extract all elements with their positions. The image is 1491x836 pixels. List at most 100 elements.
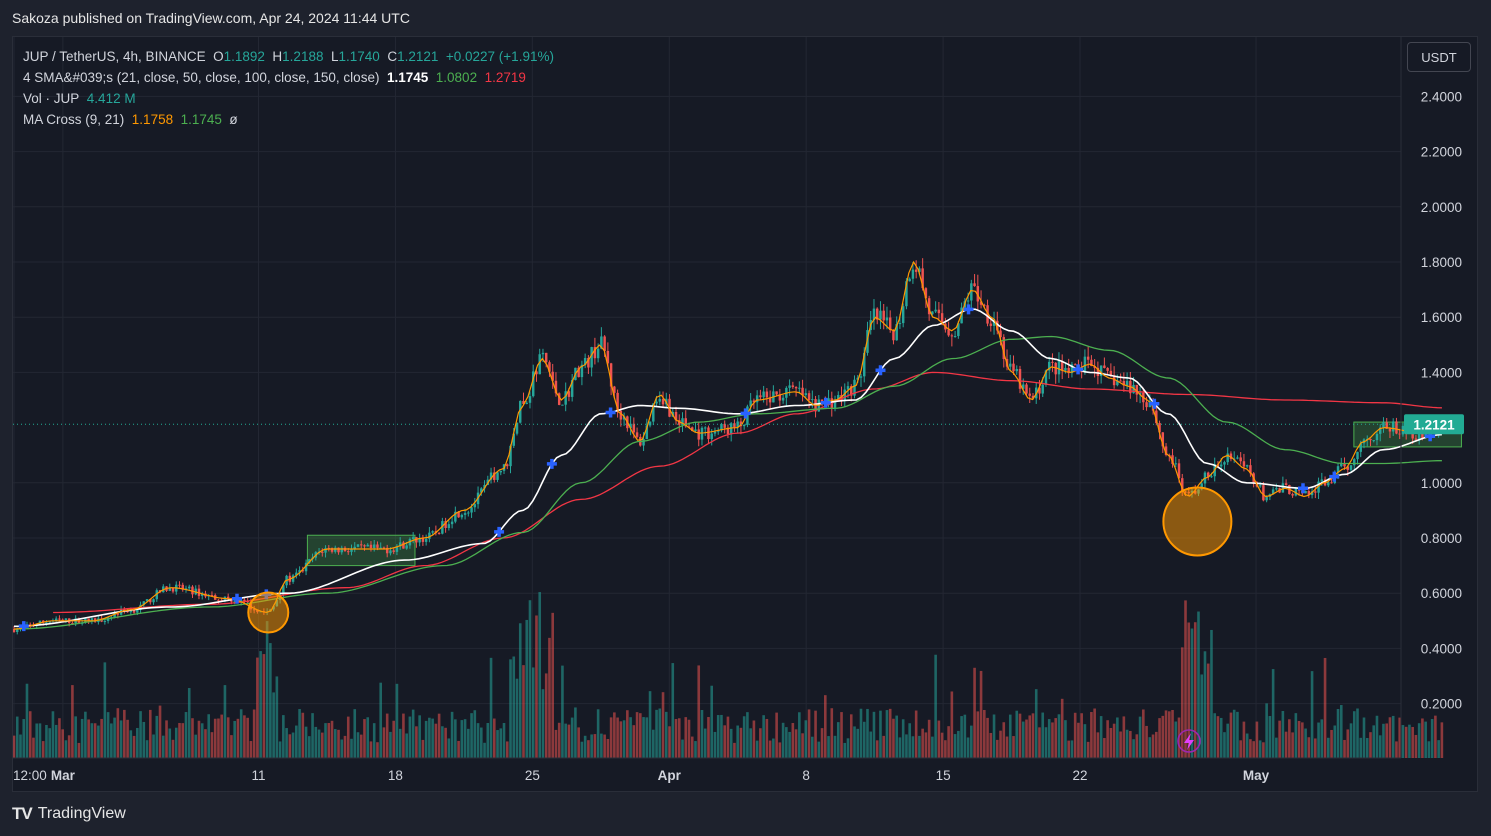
volume-bar: [473, 710, 477, 758]
candle-body: [1314, 491, 1317, 493]
volume-bar: [736, 725, 739, 758]
volume-bar: [905, 734, 908, 758]
volume-bar: [1012, 736, 1015, 758]
volume-bar: [1349, 723, 1353, 758]
volume-bar: [801, 733, 804, 758]
candle-body: [395, 546, 399, 552]
candle-body: [1343, 463, 1346, 467]
volume-bar: [1151, 734, 1155, 758]
candle-body: [535, 371, 538, 375]
volume-bar: [1281, 710, 1285, 758]
candle-body: [519, 401, 522, 423]
volume-bar: [557, 722, 561, 758]
volume-bar: [129, 730, 133, 758]
legend-macross-label: MA Cross (9, 21): [23, 112, 125, 127]
volume-bar: [849, 714, 853, 758]
volume-bar: [1375, 715, 1379, 758]
volume-bar: [927, 719, 931, 758]
volume-bar: [551, 612, 554, 758]
volume-bar: [265, 621, 269, 758]
footer-brand[interactable]: TV TradingView: [12, 804, 126, 824]
volume-bar: [337, 729, 340, 758]
volume-bar: [1395, 741, 1398, 758]
candle-body: [1385, 422, 1388, 429]
volume-bar: [431, 718, 434, 758]
volume-bar: [483, 742, 486, 758]
legend-symbol[interactable]: JUP / TetherUS, 4h, BINANCE: [23, 49, 206, 64]
volume-bar: [992, 714, 996, 758]
volume-bar: [119, 720, 123, 758]
volume-bar: [90, 723, 94, 758]
volume-bar: [739, 727, 743, 758]
price-chart[interactable]: 2.4000 2.2000 2.0000 1.8000 1.6000 1.4000 1.00…: [13, 37, 1479, 793]
candle-body: [197, 588, 201, 596]
volume-bar: [1184, 600, 1187, 758]
legend-macross-row[interactable]: MA Cross (9, 21) 1.1758 1.1745 ø: [23, 109, 554, 130]
volume-bar: [1018, 713, 1022, 758]
volume-bar: [843, 742, 847, 758]
volume-bar: [940, 732, 944, 758]
volume-bar: [259, 651, 262, 758]
candle-body: [1009, 363, 1012, 367]
volume-bar: [1307, 737, 1311, 758]
legend-volume-row[interactable]: Vol · JUP 4.412 M: [23, 88, 554, 109]
candle-body: [1070, 364, 1074, 374]
volume-bar: [1093, 708, 1096, 758]
volume-bar: [145, 740, 149, 758]
candle-body: [441, 521, 444, 534]
volume-bar: [291, 732, 295, 758]
sma-21-line: [14, 308, 1442, 628]
candle-body: [1022, 384, 1025, 389]
volume-bar: [457, 740, 460, 758]
legend-sma-row[interactable]: 4 SMA&#039;s (21, close, 50, close, 100,…: [23, 67, 554, 88]
cross-markers: [18, 304, 1436, 632]
candle-body: [54, 618, 58, 621]
volume-bar: [622, 720, 626, 758]
volume-bar: [726, 716, 730, 758]
volume-bar: [778, 742, 782, 758]
volume-bar: [278, 741, 282, 758]
volume-bar: [356, 732, 360, 758]
candle-body: [648, 421, 652, 426]
volume-bar: [1437, 740, 1440, 758]
candle-body: [856, 377, 859, 380]
candle-body: [480, 488, 483, 493]
volume-bar: [999, 730, 1002, 758]
candle-body: [509, 445, 512, 467]
candle-body: [635, 432, 639, 437]
volume-bar: [317, 729, 321, 758]
volume-bar: [333, 729, 337, 758]
candle-body: [499, 470, 503, 473]
chart-pane[interactable]: 2.4000 2.2000 2.0000 1.8000 1.6000 1.4000 1.00…: [12, 36, 1478, 792]
candle-body: [321, 551, 324, 553]
volume-bar: [872, 711, 876, 758]
ma-cross-marker: [605, 407, 616, 418]
candle-body: [363, 545, 366, 547]
volume-bar: [45, 724, 48, 758]
volume-bar: [165, 720, 168, 758]
ma-cross-marker: [820, 397, 831, 408]
ma-cross-marker: [494, 526, 505, 537]
volume-bar: [1083, 724, 1087, 758]
volume-bar: [191, 718, 194, 758]
volume-bar: [398, 728, 402, 758]
volume-bar: [230, 735, 233, 758]
volume-bar: [1180, 647, 1184, 758]
candle-body: [126, 610, 129, 613]
currency-button[interactable]: USDT: [1407, 42, 1471, 72]
candle-body: [1378, 427, 1382, 434]
candle-body: [678, 420, 681, 425]
volume-bar: [1158, 718, 1161, 758]
candle-body: [1242, 461, 1246, 467]
volume-bar: [171, 739, 175, 758]
candle-body: [652, 403, 655, 422]
candle-body: [301, 570, 305, 572]
lightning-icon[interactable]: [1177, 729, 1201, 753]
volume-bar: [911, 736, 915, 758]
volume-bar: [742, 716, 746, 758]
candle-body: [992, 320, 996, 326]
volume-bar: [1155, 731, 1158, 758]
volume-bar: [746, 712, 749, 758]
volume-bar: [226, 717, 230, 758]
volume-bar: [174, 727, 178, 758]
